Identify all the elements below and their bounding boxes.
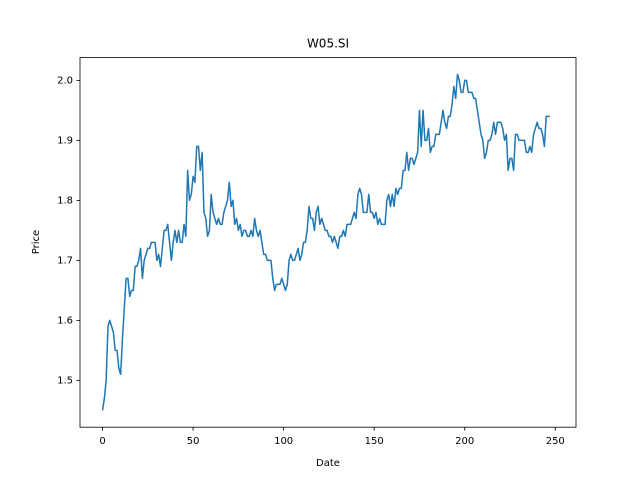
y-tick-label: 1.8 xyxy=(57,195,73,206)
x-tick-label: 0 xyxy=(99,436,105,447)
y-axis-label: Price xyxy=(31,230,42,254)
plot-frame xyxy=(79,57,577,428)
y-tick-label: 1.7 xyxy=(57,255,73,266)
x-axis-label: Date xyxy=(316,458,340,469)
x-tick-label: 200 xyxy=(455,436,474,447)
price-line xyxy=(101,73,550,411)
y-tick-label: 1.5 xyxy=(57,375,73,386)
x-tick-label: 250 xyxy=(546,436,565,447)
y-tick-label: 2.0 xyxy=(57,75,73,86)
y-tick-label: 1.9 xyxy=(57,135,73,146)
x-tick-label: 150 xyxy=(365,436,384,447)
x-tick-label: 100 xyxy=(274,436,293,447)
chart-title: W05.SI xyxy=(307,37,349,51)
y-tick-label: 1.6 xyxy=(57,315,73,326)
x-tick-label: 50 xyxy=(187,436,200,447)
